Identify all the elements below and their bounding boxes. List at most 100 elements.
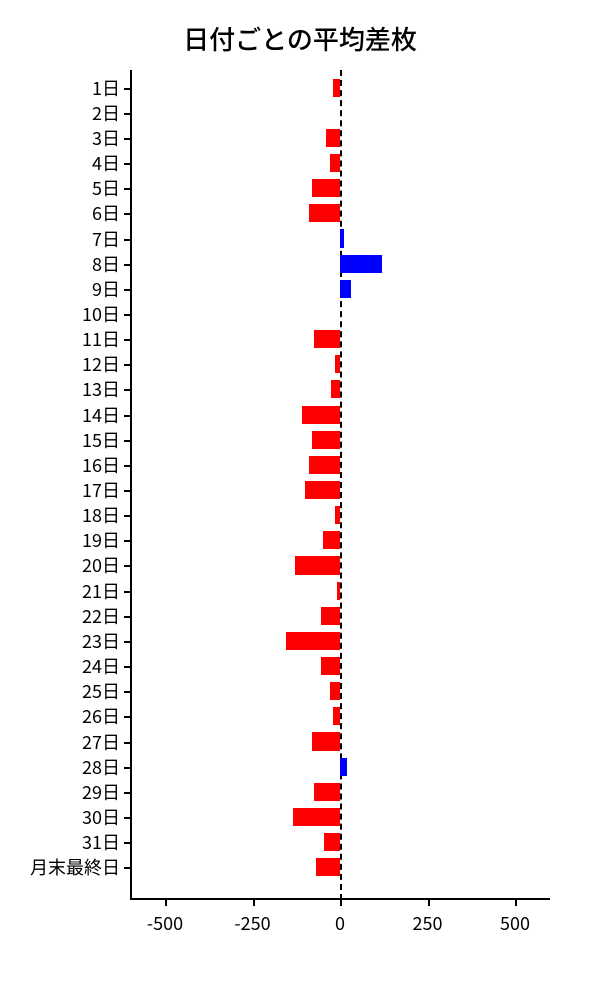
x-tick [428,900,430,906]
y-axis-label: 3日 [92,125,120,151]
y-tick [124,339,130,341]
y-tick [124,641,130,643]
bar [340,758,347,776]
y-axis-label: 19日 [82,527,120,553]
y-axis-label: 28日 [82,754,120,780]
y-tick [124,113,130,115]
y-tick [124,440,130,442]
bar [309,204,341,222]
bar [312,179,340,197]
y-axis-label: 13日 [82,376,120,402]
y-tick [124,691,130,693]
bar [293,808,340,826]
y-axis-label: 21日 [82,578,120,604]
y-tick [124,565,130,567]
x-axis-label: -500 [147,910,183,936]
bar [330,682,341,700]
bar [333,79,340,97]
y-tick [124,842,130,844]
bar [340,255,382,273]
bar [335,506,340,524]
bar [312,431,340,449]
y-axis-label: 12日 [82,351,120,377]
y-tick [124,264,130,266]
y-axis-label: 9日 [92,276,120,302]
y-axis-label: 15日 [82,427,120,453]
bar [324,833,340,851]
y-axis-label: 30日 [82,804,120,830]
y-tick [124,742,130,744]
bar [314,330,340,348]
y-axis-label: 10日 [82,301,120,327]
y-axis-label: 20日 [82,552,120,578]
y-axis-label: 4日 [92,150,120,176]
y-tick [124,490,130,492]
y-tick [124,867,130,869]
y-axis-label: 14日 [82,402,120,428]
bar [321,657,340,675]
y-axis-line [130,70,132,900]
plot-area: 1日2日3日4日5日6日7日8日9日10日11日12日13日14日15日16日1… [130,70,550,900]
chart-container: 日付ごとの平均差枚 1日2日3日4日5日6日7日8日9日10日11日12日13日… [0,0,600,1000]
y-tick [124,289,130,291]
y-tick [124,666,130,668]
y-axis-label: 1日 [92,75,120,101]
x-axis-label: -250 [234,910,270,936]
bar [330,154,341,172]
y-tick [124,716,130,718]
y-tick [124,465,130,467]
y-axis-label: 29日 [82,779,120,805]
bar [340,229,344,247]
bar [340,280,351,298]
y-tick [124,540,130,542]
y-tick [124,314,130,316]
y-axis-label: 7日 [92,226,120,252]
y-axis-label: 31日 [82,829,120,855]
y-axis-label: 2日 [92,100,120,126]
y-axis-label: 8日 [92,251,120,277]
y-tick [124,792,130,794]
y-tick [124,239,130,241]
y-tick [124,591,130,593]
y-tick [124,767,130,769]
y-tick [124,415,130,417]
y-axis-label: 25日 [82,678,120,704]
bar [316,858,341,876]
y-axis-label: 17日 [82,477,120,503]
bar [286,632,340,650]
x-tick [165,900,167,906]
y-axis-label: 18日 [82,502,120,528]
bar [337,582,341,600]
x-tick [340,900,342,906]
bar [323,531,341,549]
x-axis-label: 500 [500,910,530,936]
y-axis-label: 11日 [82,326,120,352]
x-tick [515,900,517,906]
y-axis-label: 23日 [82,628,120,654]
y-axis-label: 22日 [82,603,120,629]
bar [305,481,340,499]
bar [335,355,340,373]
bar [331,380,340,398]
y-tick [124,88,130,90]
x-tick [253,900,255,906]
y-tick [124,138,130,140]
y-tick [124,213,130,215]
x-axis-label: 250 [413,910,443,936]
chart-title: 日付ごとの平均差枚 [0,20,600,57]
y-axis-label: 24日 [82,653,120,679]
bar [326,129,340,147]
bar [314,783,340,801]
bar [312,732,340,750]
y-axis-label: 26日 [82,703,120,729]
y-axis-label: 5日 [92,175,120,201]
y-axis-label: 月末最終日 [30,854,120,880]
y-tick [124,364,130,366]
y-tick [124,817,130,819]
y-axis-label: 16日 [82,452,120,478]
y-tick [124,163,130,165]
bar [321,607,340,625]
y-tick [124,616,130,618]
bar [333,707,340,725]
y-axis-label: 6日 [92,200,120,226]
